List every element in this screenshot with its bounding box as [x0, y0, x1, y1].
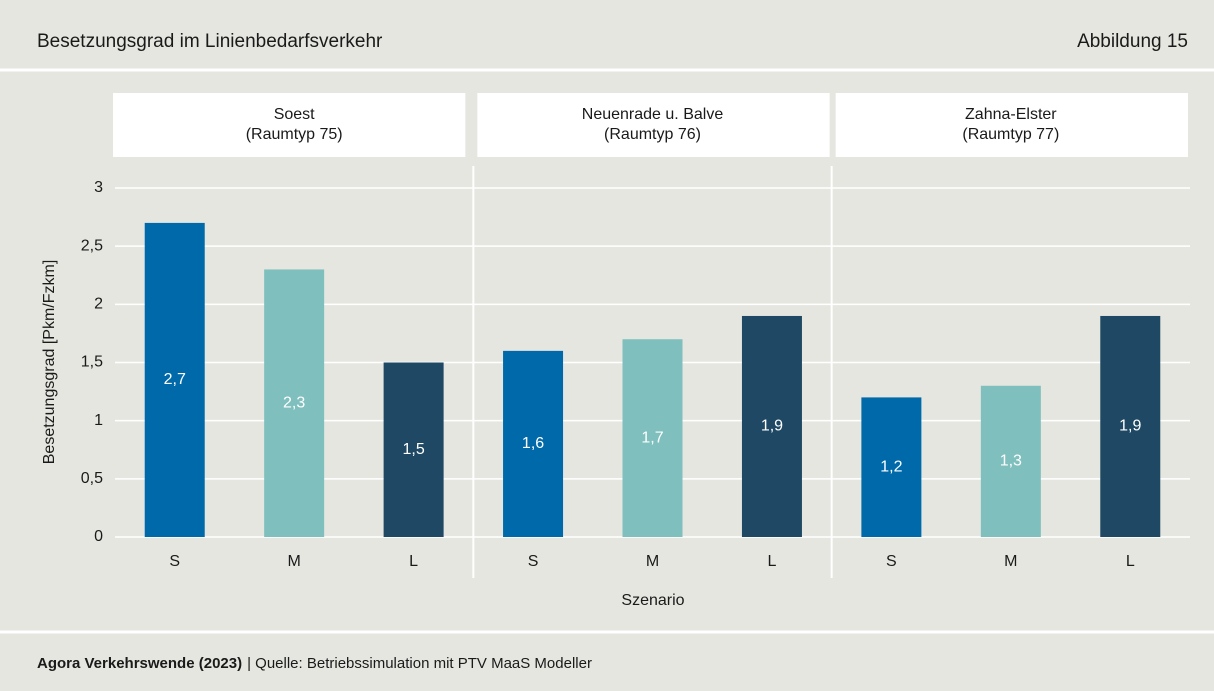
source-text: | Quelle: Betriebssimulation mit PTV Maa…: [247, 655, 592, 672]
value-label: 1,2: [880, 458, 902, 475]
bar: [383, 362, 444, 537]
value-label: 1,6: [522, 435, 544, 452]
bar: [622, 339, 683, 537]
bar: [264, 269, 325, 537]
value-label: 1,3: [1000, 453, 1022, 470]
panel-header: [835, 93, 1188, 157]
bar: [861, 397, 922, 537]
bar: [980, 385, 1041, 537]
source: Agora Verkehrswende (2023) | Quelle: Betr…: [37, 655, 592, 672]
y-tick-label: 3: [94, 179, 103, 196]
y-tick-label: 0,5: [81, 470, 103, 487]
x-tick-label: M: [646, 553, 659, 570]
y-tick-label: 1,5: [81, 354, 103, 371]
x-tick-label: L: [1126, 553, 1135, 570]
bar: [1100, 315, 1161, 537]
y-tick-label: 2: [94, 296, 103, 313]
panel-subtitle: (Raumtyp 75): [246, 126, 343, 143]
panel-header: [477, 93, 830, 157]
x-tick-label: L: [409, 553, 418, 570]
bar: [741, 315, 802, 537]
x-tick-label: M: [288, 553, 301, 570]
value-label: 1,5: [402, 441, 424, 458]
y-tick-label: 1: [94, 412, 103, 429]
x-tick-label: L: [767, 553, 776, 570]
bar: [144, 222, 205, 537]
x-tick-label: S: [886, 553, 897, 570]
y-tick-label: 2,5: [81, 237, 103, 254]
x-tick-label: S: [169, 553, 180, 570]
value-label: 1,9: [1119, 418, 1141, 435]
y-tick-label: 0: [94, 528, 103, 545]
value-label: 2,7: [164, 371, 186, 388]
x-tick-label: S: [528, 553, 539, 570]
source-publisher: Agora Verkehrswende (2023): [37, 655, 242, 672]
y-axis-label: Besetzungsgrad [Pkm/Fzkm]: [41, 260, 58, 465]
panel-header: [113, 93, 466, 157]
panel-title: Zahna-Elster: [965, 106, 1057, 123]
panel-subtitle: (Raumtyp 76): [604, 126, 701, 143]
x-tick-label: M: [1004, 553, 1017, 570]
value-label: 1,9: [761, 418, 783, 435]
bar: [503, 350, 564, 537]
value-label: 2,3: [283, 394, 305, 411]
chart-title: Besetzungsgrad im Linienbedarfsverkehr: [37, 31, 383, 52]
panel-subtitle: (Raumtyp 77): [962, 126, 1059, 143]
figure-label: Abbildung 15: [1077, 31, 1188, 52]
panel-title: Neuenrade u. Balve: [582, 106, 724, 123]
panel-title: Soest: [274, 106, 315, 123]
value-label: 1,7: [641, 429, 663, 446]
x-axis-label: Szenario: [621, 592, 684, 609]
